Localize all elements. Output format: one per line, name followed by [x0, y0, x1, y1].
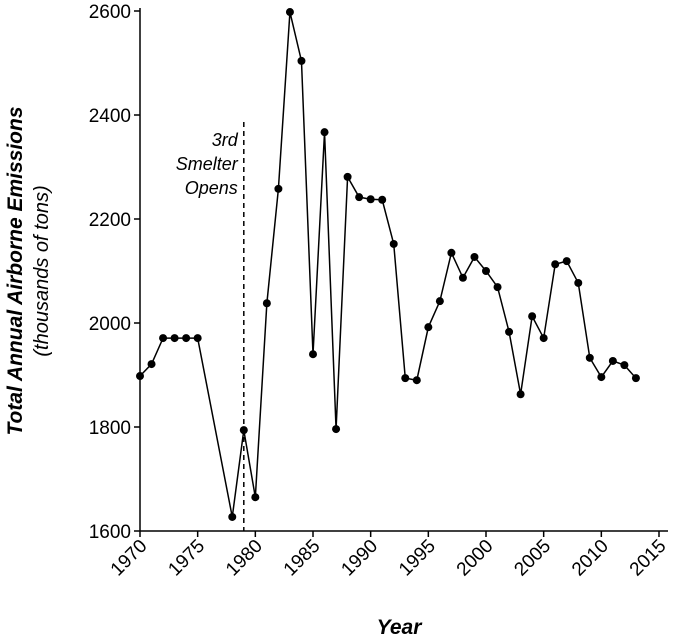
data-point: [574, 278, 583, 287]
data-point: [551, 260, 560, 269]
data-point: [597, 373, 606, 382]
data-point: [262, 299, 271, 308]
data-point: [170, 334, 179, 343]
y-axis-label: Total Annual Airborne Emissions: [4, 106, 27, 435]
series-line: [139, 11, 637, 518]
data-point: [528, 312, 537, 321]
data-point: [435, 297, 444, 306]
data-point: [608, 356, 617, 365]
y-axis-sublabel: (thousands of tons): [31, 185, 53, 356]
x-tick-label: 1975: [164, 536, 209, 581]
data-point: [136, 372, 144, 381]
data-point: [193, 334, 202, 343]
data-point: [505, 327, 514, 336]
data-point: [539, 334, 548, 343]
data-point: [297, 56, 306, 65]
x-tick-label: 2015: [626, 536, 671, 581]
annotation-text: Opens: [185, 178, 238, 198]
data-point: [239, 426, 248, 435]
data-point: [562, 257, 571, 266]
data-point: [159, 334, 168, 343]
data-point: [631, 374, 640, 383]
x-tick-label: 2005: [510, 536, 555, 581]
data-point: [320, 128, 329, 137]
data-point: [620, 361, 629, 370]
data-point: [516, 390, 525, 399]
data-point: [389, 239, 398, 248]
data-point: [493, 283, 502, 292]
data-point: [458, 273, 467, 282]
data-point: [274, 184, 283, 193]
data-point: [482, 267, 490, 275]
data-point: [470, 252, 479, 261]
data-point: [228, 512, 237, 521]
x-axis-label: Year: [377, 616, 424, 639]
x-tick-label: 1995: [395, 536, 440, 581]
data-point: [412, 376, 421, 385]
x-tick-label: 2010: [568, 536, 613, 581]
data-point: [309, 350, 317, 359]
data-point: [585, 353, 594, 362]
data-point: [147, 360, 156, 369]
data-point: [366, 195, 375, 204]
y-tick-label: 1600: [89, 522, 131, 543]
data-point: [447, 248, 456, 257]
data-point: [182, 334, 191, 343]
y-tick-label: 1800: [89, 418, 131, 439]
y-tick-label: 2200: [89, 210, 131, 231]
data-point: [251, 493, 260, 502]
y-tick-label: 2400: [89, 106, 131, 127]
data-point: [401, 374, 410, 383]
annotation-text: 3rd: [212, 130, 239, 150]
y-tick-label: 2000: [89, 314, 131, 335]
annotation-text: Smelter: [176, 154, 239, 174]
data-point: [332, 425, 341, 434]
data-point: [355, 193, 364, 202]
data-point: [424, 323, 433, 332]
data-point: [343, 172, 352, 181]
data-point: [378, 195, 387, 204]
data-point: [285, 8, 294, 17]
x-tick-label: 1985: [280, 536, 325, 581]
x-tick-label: 1980: [222, 536, 267, 581]
y-tick-label: 2600: [89, 2, 131, 23]
x-tick-label: 1990: [337, 536, 382, 581]
x-tick-label: 2000: [453, 536, 498, 581]
